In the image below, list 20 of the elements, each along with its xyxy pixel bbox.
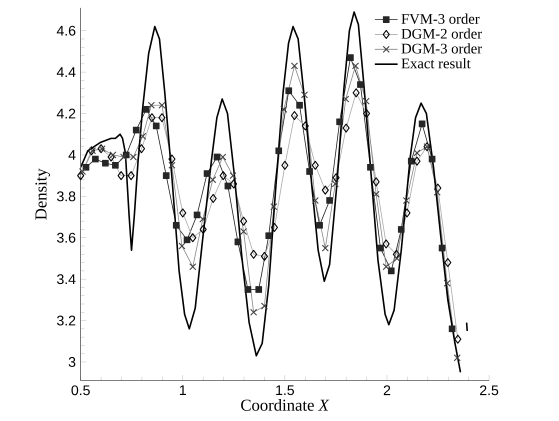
x-tick-label: 2.5 [480,385,498,396]
y-tick-label: 3.2 [57,316,76,326]
x-axis-title: Coordinate X [241,399,330,411]
y-tick-label: 3.6 [57,232,76,243]
legend-label: Exact result [402,58,471,68]
legend-label: FVM-3 order [402,14,480,24]
y-tick-label: 4.6 [56,26,76,36]
x-tick-label: 1.5 [276,385,294,396]
y-tick-label: 4.4 [56,67,76,77]
y-tick-label: 3 [68,357,76,367]
legend-label: DGM-3 order [402,43,482,54]
x-tick-label: 2 [384,385,390,396]
y-axis-title: Density [35,168,50,220]
y-tick-label: 4 [68,150,76,160]
x-tick-label: 1 [180,385,186,395]
x-tick-label: 0.5 [71,385,90,396]
y-tick-label: 3.4 [57,274,76,284]
legend-label: DGM-2 order [402,28,482,39]
y-tick-label: 3.8 [57,191,76,202]
y-tick-label: 4.2 [56,108,76,118]
